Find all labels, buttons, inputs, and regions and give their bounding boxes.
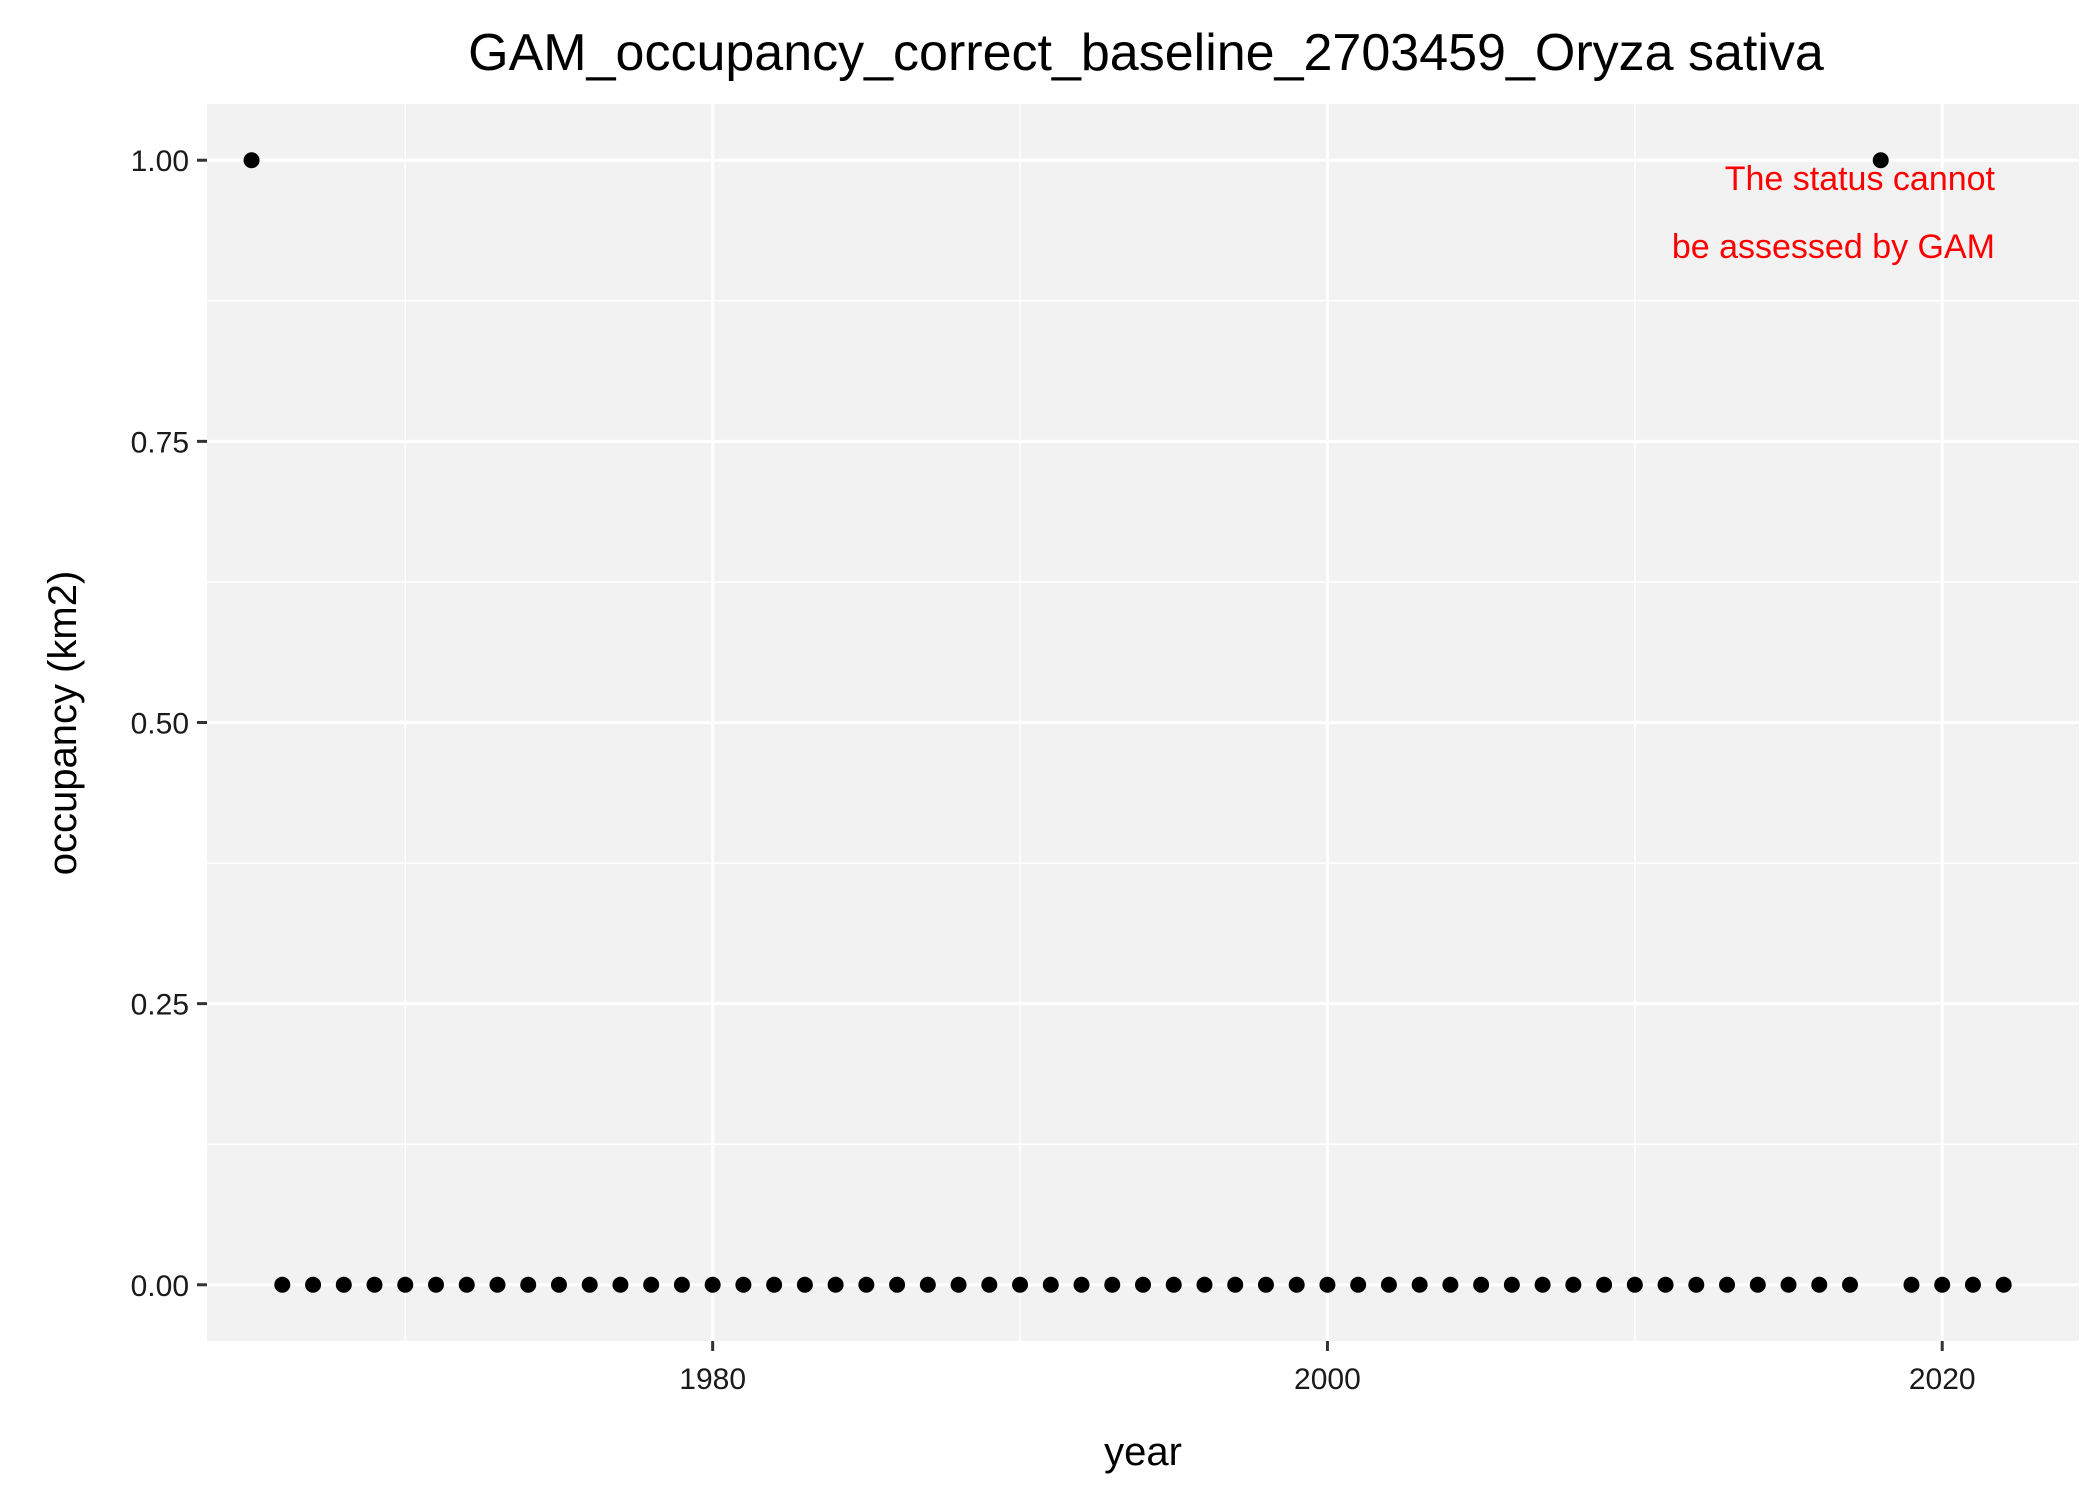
- data-point: [643, 1276, 660, 1293]
- data-point: [889, 1276, 906, 1293]
- data-point: [1165, 1276, 1182, 1293]
- data-point: [950, 1276, 967, 1293]
- data-point: [919, 1276, 936, 1293]
- data-point: [1503, 1276, 1520, 1293]
- data-point: [1596, 1276, 1613, 1293]
- data-point: [858, 1276, 875, 1293]
- data-point: [1473, 1276, 1490, 1293]
- data-point: [981, 1276, 998, 1293]
- y-axis: 0.00 0.25 0.50 0.75 1.00: [131, 145, 207, 1303]
- data-point: [1626, 1276, 1643, 1293]
- data-point: [735, 1276, 752, 1293]
- data-point: [1442, 1276, 1459, 1293]
- data-point: [397, 1276, 414, 1293]
- data-point: [1042, 1276, 1059, 1293]
- data-point: [1104, 1276, 1121, 1293]
- data-point: [489, 1276, 506, 1293]
- data-point: [1380, 1276, 1397, 1293]
- annotation-line-2: be assessed by GAM: [1672, 228, 1995, 266]
- data-point: [1196, 1276, 1213, 1293]
- data-point: [1534, 1276, 1551, 1293]
- data-point: [704, 1276, 721, 1293]
- data-point: [827, 1276, 844, 1293]
- data-point: [1780, 1276, 1797, 1293]
- y-axis-title: occupancy (km2): [41, 571, 85, 876]
- data-point: [1411, 1276, 1428, 1293]
- data-point: [1903, 1276, 1920, 1293]
- data-point: [520, 1276, 537, 1293]
- data-point: [1319, 1276, 1336, 1293]
- data-point: [1811, 1276, 1828, 1293]
- data-point: [243, 152, 260, 169]
- data-point: [428, 1276, 445, 1293]
- y-tick-label: 0.50: [131, 708, 189, 741]
- data-point: [1135, 1276, 1151, 1293]
- x-tick-label: 2000: [1294, 1363, 1361, 1396]
- data-point: [305, 1276, 322, 1293]
- y-tick-label: 0.25: [131, 989, 189, 1022]
- data-point: [1073, 1276, 1090, 1293]
- data-point: [1288, 1276, 1305, 1293]
- data-point: [796, 1276, 813, 1293]
- data-point: [1257, 1276, 1274, 1293]
- data-point: [612, 1276, 629, 1293]
- annotation-line-1: The status cannot: [1725, 160, 1996, 198]
- data-point: [458, 1276, 475, 1293]
- data-point: [1934, 1276, 1951, 1293]
- data-point: [1565, 1276, 1582, 1293]
- data-point: [366, 1276, 383, 1293]
- x-tick-label: 1980: [679, 1363, 746, 1396]
- y-tick-label: 0.00: [131, 1270, 189, 1303]
- x-tick-label: 2020: [1909, 1363, 1976, 1396]
- data-point: [1688, 1276, 1705, 1293]
- data-point: [1872, 152, 1889, 169]
- data-point: [766, 1276, 783, 1293]
- data-point: [550, 1276, 567, 1293]
- data-point: [1657, 1276, 1674, 1293]
- x-axis-title: year: [1104, 1430, 1182, 1474]
- data-point: [274, 1276, 291, 1293]
- data-point: [581, 1276, 598, 1293]
- data-point: [1012, 1276, 1029, 1293]
- data-point: [335, 1276, 352, 1293]
- data-point: [1995, 1276, 2012, 1293]
- data-point: [1749, 1276, 1766, 1293]
- data-point: [673, 1276, 690, 1293]
- y-tick-label: 1.00: [131, 145, 189, 178]
- data-point: [1719, 1276, 1736, 1293]
- data-point: [1350, 1276, 1367, 1293]
- data-point: [1227, 1276, 1244, 1293]
- data-point: [1841, 1276, 1858, 1293]
- x-axis: 1980 2000 2020: [679, 1341, 1976, 1396]
- data-points: [243, 152, 2012, 1293]
- chart-title: GAM_occupancy_correct_baseline_2703459_O…: [468, 24, 1824, 82]
- y-tick-label: 0.75: [131, 426, 189, 459]
- data-point: [1964, 1276, 1981, 1293]
